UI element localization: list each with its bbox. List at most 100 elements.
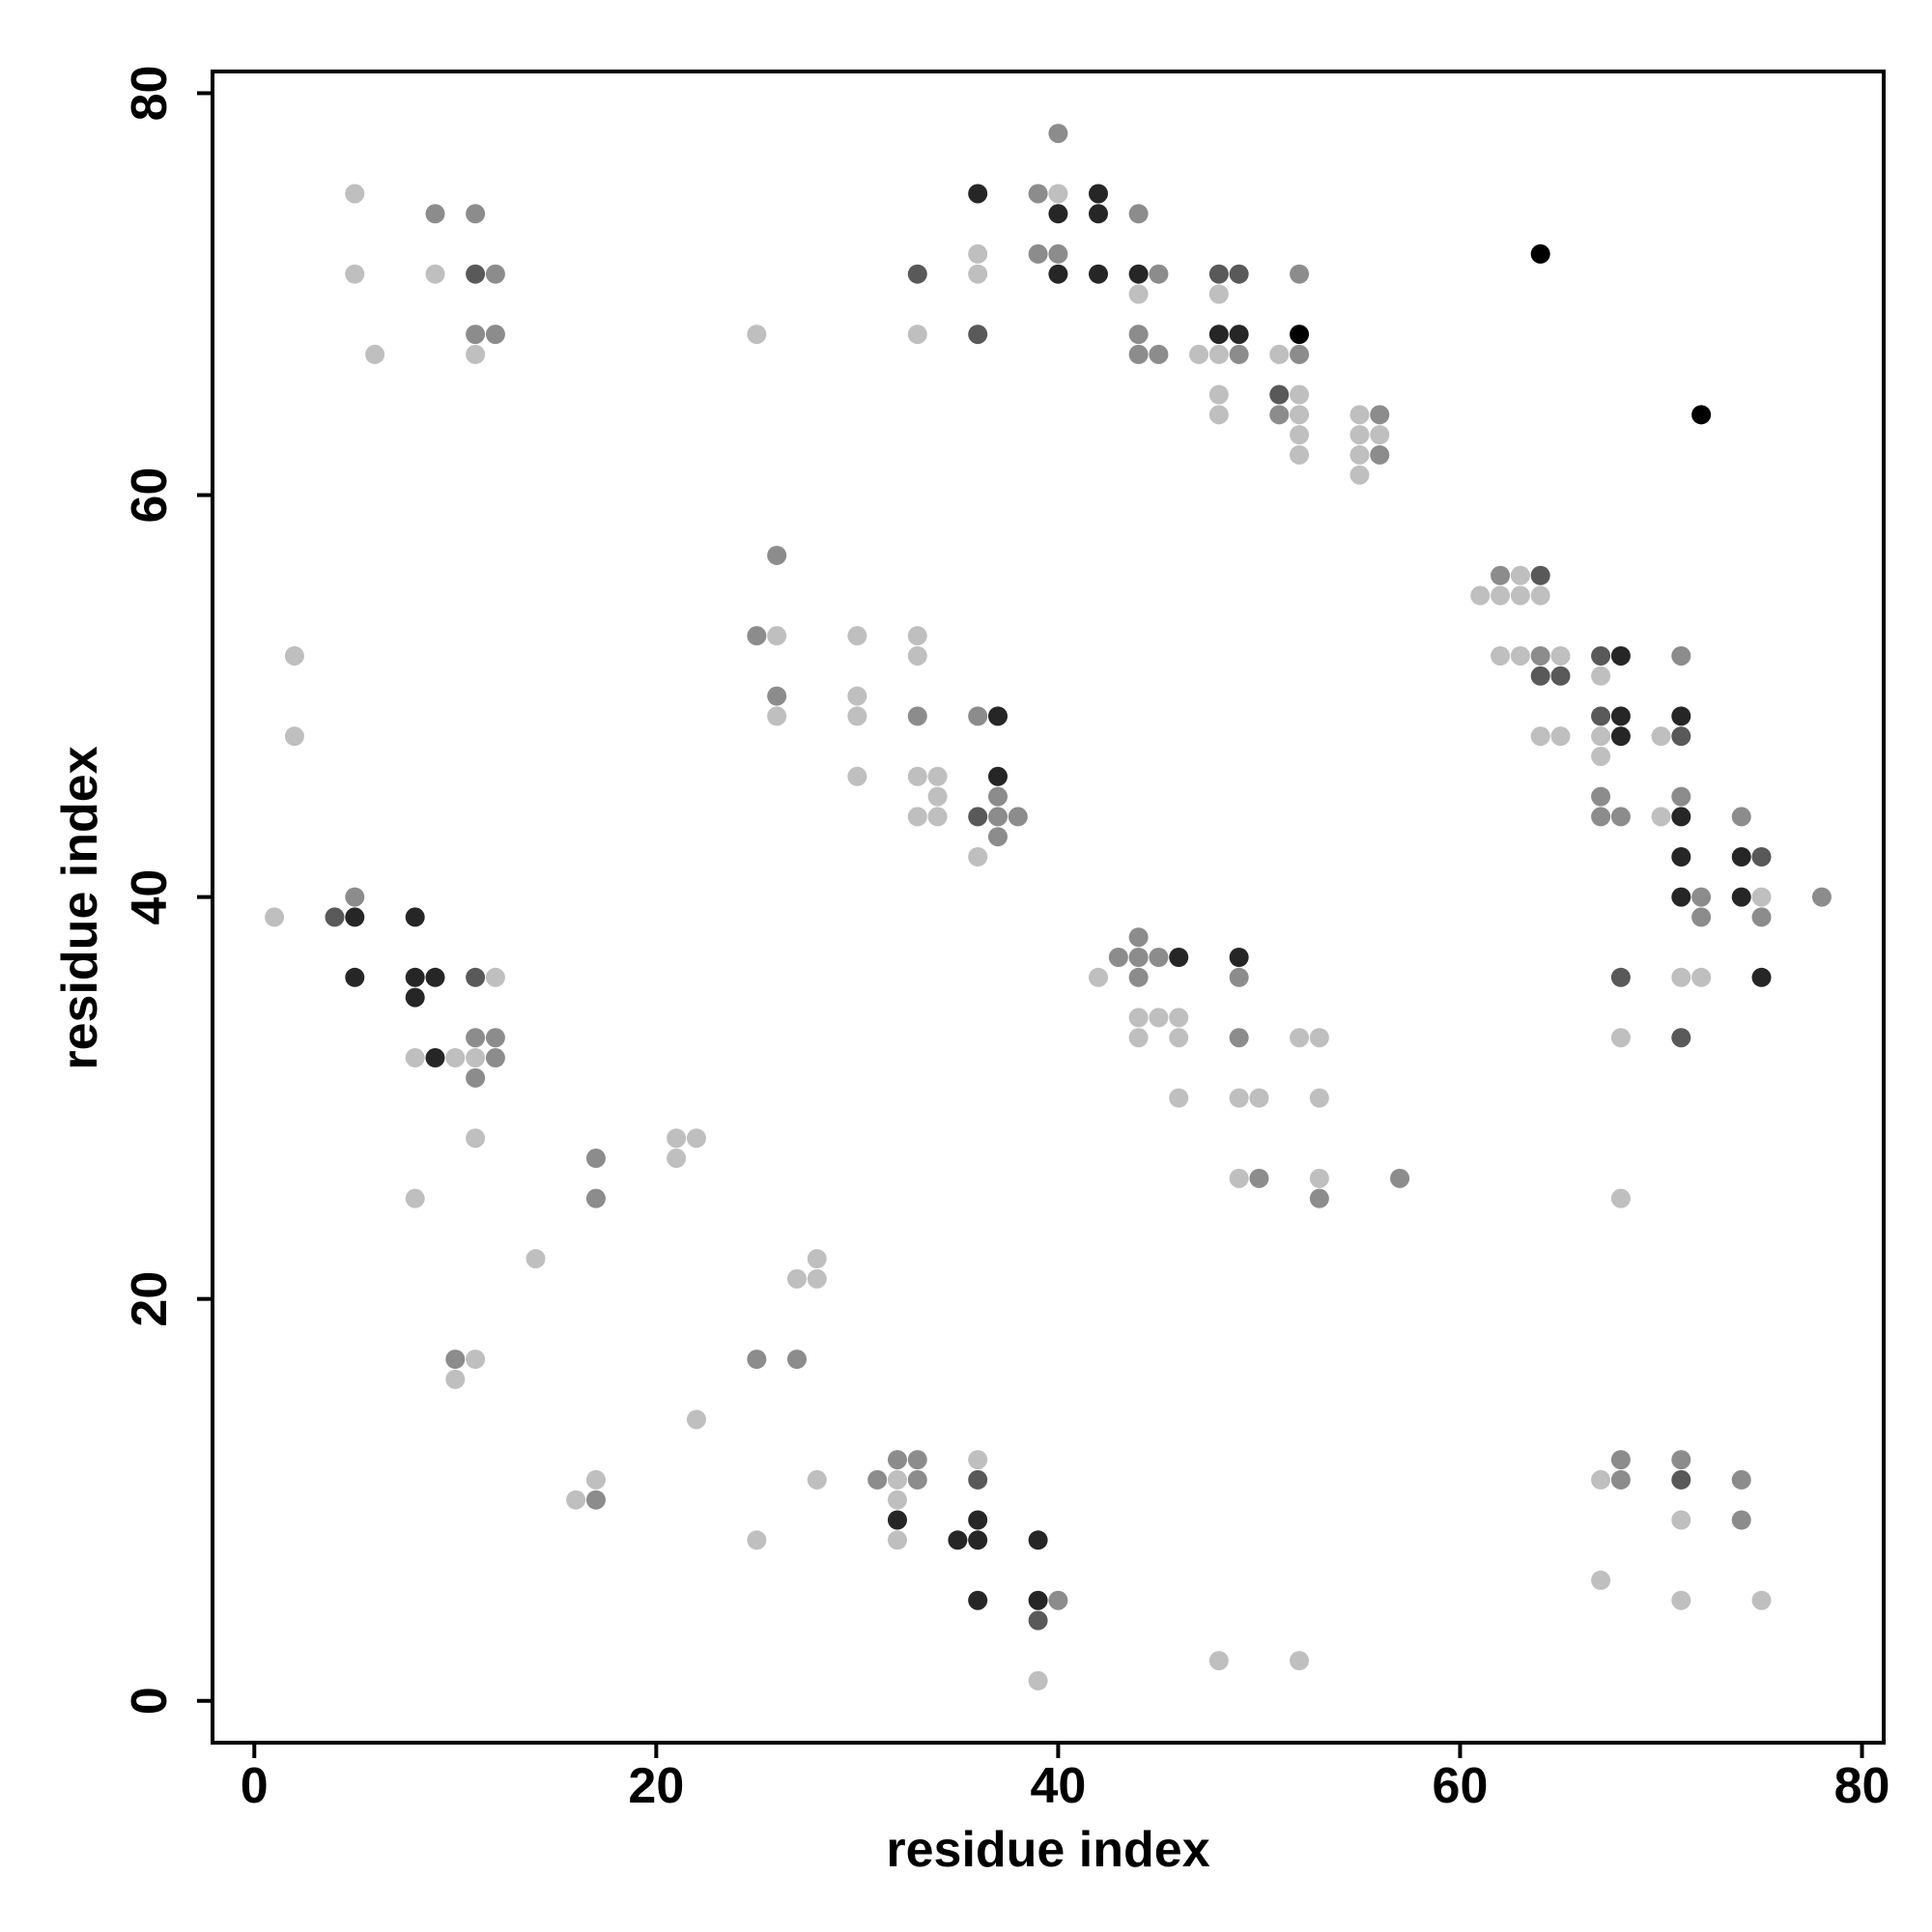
point <box>466 204 486 224</box>
point <box>1229 1168 1249 1188</box>
point <box>968 264 988 284</box>
point <box>1671 1510 1691 1530</box>
point <box>847 766 867 786</box>
point <box>1610 706 1631 726</box>
point <box>1470 585 1491 606</box>
point <box>1370 425 1390 445</box>
y-axis-title: residue index <box>52 746 108 1069</box>
point <box>1731 846 1751 867</box>
y-tick-label: 60 <box>122 468 178 524</box>
point <box>485 1028 505 1048</box>
point <box>1491 585 1511 606</box>
x-tick-label: 60 <box>1433 1758 1489 1814</box>
point <box>1048 184 1068 204</box>
point <box>1671 887 1691 907</box>
point <box>1048 243 1068 264</box>
point <box>1591 645 1611 666</box>
y-tick-label: 20 <box>122 1271 178 1327</box>
point <box>1128 264 1149 284</box>
point <box>1028 184 1048 204</box>
point <box>907 807 927 827</box>
point <box>747 325 767 345</box>
point <box>847 706 867 726</box>
point <box>265 907 285 927</box>
point <box>1671 645 1691 666</box>
point <box>1491 565 1511 585</box>
point <box>987 706 1008 726</box>
y-tick-label: 80 <box>122 66 178 122</box>
point <box>1350 444 1370 465</box>
point <box>1671 1590 1691 1610</box>
point <box>667 1149 687 1169</box>
point <box>1290 1028 1310 1048</box>
point <box>1269 405 1290 425</box>
point <box>1671 1450 1691 1470</box>
point <box>1671 726 1691 747</box>
point <box>1208 284 1229 304</box>
point <box>807 1268 827 1289</box>
point <box>1048 204 1068 224</box>
point <box>1309 1168 1329 1188</box>
point <box>1149 264 1169 284</box>
point <box>405 907 425 927</box>
point <box>1208 384 1229 405</box>
point <box>1751 907 1772 927</box>
point <box>1089 184 1109 204</box>
point <box>1550 645 1571 666</box>
point <box>1229 967 1249 987</box>
point <box>1229 948 1249 968</box>
point <box>887 1530 907 1550</box>
point <box>345 907 365 927</box>
point <box>345 264 365 284</box>
point <box>466 1350 486 1370</box>
point <box>345 887 365 907</box>
point <box>1208 1651 1229 1671</box>
point <box>927 766 948 786</box>
point <box>585 1490 606 1510</box>
point <box>325 907 345 927</box>
point <box>1208 344 1229 364</box>
point <box>667 1128 687 1149</box>
point <box>485 264 505 284</box>
point <box>1290 264 1310 284</box>
point <box>887 1510 907 1530</box>
point <box>887 1490 907 1510</box>
point <box>1591 666 1611 686</box>
point <box>1290 1651 1310 1671</box>
point <box>1751 967 1772 987</box>
point <box>1691 405 1712 425</box>
point <box>1149 344 1169 364</box>
point <box>1811 887 1832 907</box>
point <box>968 846 988 867</box>
point <box>686 1128 706 1149</box>
point <box>405 1048 425 1068</box>
point <box>566 1490 586 1510</box>
point <box>284 726 304 747</box>
point <box>405 1188 425 1208</box>
point <box>345 967 365 987</box>
point <box>887 1450 907 1470</box>
point <box>987 786 1008 807</box>
point <box>405 967 425 987</box>
point <box>1350 405 1370 425</box>
point <box>1149 948 1169 968</box>
point <box>466 967 486 987</box>
point <box>1249 1168 1269 1188</box>
point <box>1370 444 1390 465</box>
point <box>1671 1469 1691 1490</box>
point <box>1671 967 1691 987</box>
point <box>767 686 787 706</box>
point <box>1691 907 1712 927</box>
plot-frame <box>211 70 1886 1745</box>
point <box>867 1469 888 1490</box>
point <box>1208 325 1229 345</box>
point <box>1591 807 1611 827</box>
point <box>1028 243 1048 264</box>
point <box>1491 645 1511 666</box>
point <box>1290 405 1310 425</box>
point <box>1208 264 1229 284</box>
point <box>466 264 486 284</box>
point <box>425 967 445 987</box>
point <box>485 325 505 345</box>
point <box>1149 1008 1169 1028</box>
